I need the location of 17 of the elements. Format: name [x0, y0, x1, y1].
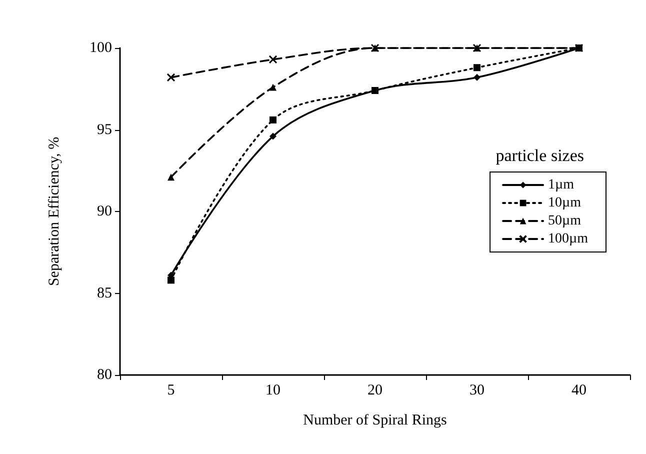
- y-tick-label: 80: [97, 367, 112, 383]
- x-tick-label: 10: [266, 382, 280, 398]
- x-axis-title: Number of Spiral Rings: [303, 412, 448, 428]
- x-tick-label: 5: [167, 382, 175, 398]
- y-tick-label: 90: [97, 204, 112, 220]
- legend-label: 10µm: [548, 196, 582, 210]
- y-tick-label: 95: [97, 122, 112, 138]
- x-tick-label: 40: [572, 382, 586, 398]
- y-tick-label: 85: [97, 285, 112, 302]
- legend-label: 1µm: [548, 178, 574, 192]
- legend-title: particle sizes: [496, 146, 584, 165]
- x-tick-label: 30: [470, 382, 484, 398]
- x-tick-label: 20: [368, 382, 382, 398]
- legend-label: 50µm: [548, 214, 582, 228]
- y-axis-title: Separation Efficiency, %: [46, 136, 62, 286]
- y-tick-label: 100: [90, 40, 112, 56]
- legend-label: 100µm: [548, 232, 588, 246]
